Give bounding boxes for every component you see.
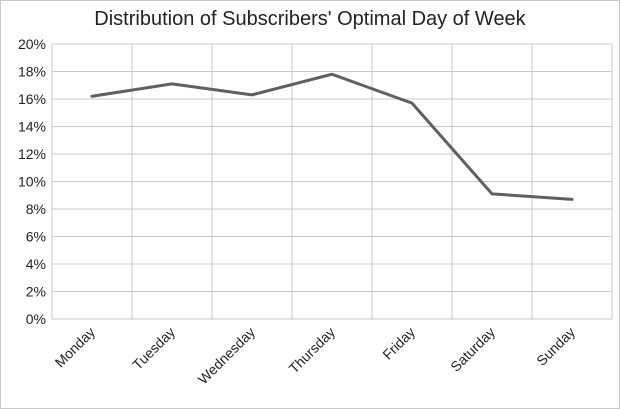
x-tick-label: Saturday [447,324,498,375]
y-tick-label: 14% [18,119,46,135]
grid-lines [51,43,613,320]
y-tick-label: 18% [18,64,46,80]
y-tick-label: 2% [26,284,46,300]
y-tick-label: 6% [26,229,46,245]
x-tick-label: Thursday [286,324,339,377]
series-group [90,72,574,201]
x-tick-label: Tuesday [129,324,178,373]
y-tick-label: 16% [18,91,46,107]
x-axis-ticks: Monday Tuesday Wednesday Thursday Friday Satu… [52,324,579,387]
y-tick-label: 20% [18,36,46,52]
y-axis-ticks: 0% 2% 4% 6% 8% 10% 12% 14% 16% 18% 20% [18,36,46,327]
x-tick-label: Monday [52,324,99,371]
y-tick-label: 12% [18,146,46,162]
x-tick-label: Sunday [533,324,578,369]
x-tick-label: Wednesday [195,324,258,387]
x-tick-label: Friday [379,324,418,363]
y-tick-label: 8% [26,201,46,217]
y-tick-label: 10% [18,174,46,190]
y-tick-label: 4% [26,256,46,272]
series-line [90,72,574,201]
y-tick-label: 0% [26,311,46,327]
chart-title: Distribution of Subscribers' Optimal Day… [94,8,526,30]
